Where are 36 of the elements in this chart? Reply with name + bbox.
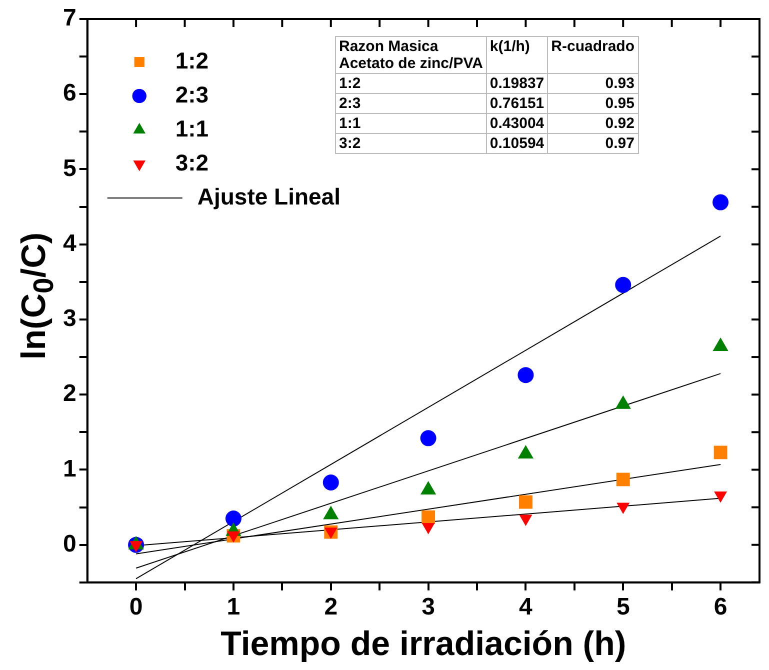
x-tick-label: 6 (714, 593, 728, 620)
legend-label: 1:2 (175, 47, 209, 74)
legend-label: Ajuste Lineal (197, 183, 341, 210)
y-tick-label: 0 (62, 530, 76, 558)
y-tick-label: 4 (62, 230, 77, 257)
legend-label: 3:2 (175, 149, 209, 176)
x-tick-label: 1 (226, 593, 240, 620)
annotation: 1:2 (336, 74, 486, 94)
annotation: 0.76151 (486, 94, 548, 114)
legend-label: 2:3 (175, 81, 209, 108)
y-tick-label: 7 (62, 4, 76, 32)
annotation: 0.93 (548, 74, 638, 94)
y-tick-label: 2 (62, 380, 76, 408)
annotation: 2:3 (336, 94, 486, 114)
annotation: R-cuadrado (548, 36, 638, 74)
x-tick-label: 4 (519, 593, 534, 620)
annotation: 0.43004 (486, 114, 548, 134)
x-tick-label: 3 (422, 593, 435, 620)
annotation: 3:2 (336, 134, 486, 154)
annotation: Razon Masica Acetato de zinc/PVA (336, 36, 486, 74)
annotation: k(1/h) (486, 36, 548, 74)
annotation: 0.19837 (486, 74, 548, 94)
legend-label: 1:1 (175, 115, 209, 142)
y-tick-label: 1 (62, 455, 76, 482)
y-tick-label: 5 (62, 154, 76, 182)
y-tick-label: 3 (62, 305, 76, 332)
annotation: 0.97 (548, 134, 638, 154)
x-tick-label: 5 (616, 593, 630, 620)
annotation: 1:1 (336, 114, 486, 134)
annotation: 0.95 (548, 94, 638, 114)
x-tick-label: 2 (324, 593, 338, 620)
y-tick-label: 6 (62, 80, 76, 107)
x-axis-title: Tiempo de irradiación (h) (220, 624, 626, 663)
x-tick-label: 0 (129, 593, 143, 620)
annotation: 0.92 (548, 114, 638, 134)
annotation: 0.10594 (486, 134, 548, 154)
